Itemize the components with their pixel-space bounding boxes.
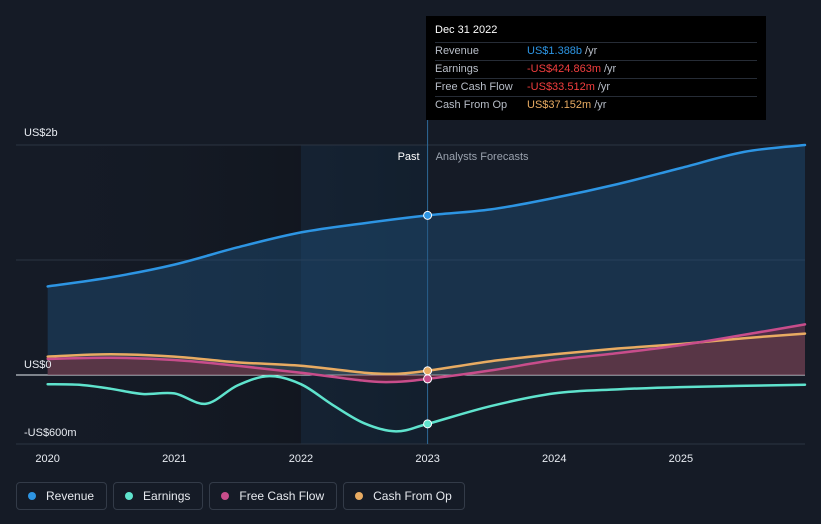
revenue-marker [423,210,433,220]
cash-from-op-line [46,332,807,376]
y-tick-label: US$2b [24,127,58,139]
legend-dot-icon [28,492,36,500]
x-tick-label: 2023 [415,453,439,465]
tooltip-label: Revenue [435,45,480,57]
tooltip-unit: /yr [594,99,607,111]
tooltip-row-cash-from-op: Cash From Op US$37.152m /yr [435,96,757,114]
legend-label: Cash From Op [373,489,452,503]
cash-from-op-marker [423,366,433,376]
tooltip-row-free-cash-flow: Free Cash Flow -US$33.512m /yr [435,78,757,96]
legend: Revenue Earnings Free Cash Flow Cash Fro… [16,482,465,510]
earnings-line [46,374,807,433]
legend-label: Free Cash Flow [239,489,325,503]
forecast-label: Analysts Forecasts [436,151,529,163]
past-region-shade [16,145,428,444]
tooltip-value: -US$33.512m [527,81,595,93]
legend-dot-icon [125,492,134,500]
hover-highlight-band [300,145,428,444]
legend-dot-icon [355,492,364,500]
x-tick-label: 2022 [289,453,313,465]
past-label: Past [398,151,420,163]
tooltip-date: Dec 31 2022 [435,24,498,36]
legend-item-earnings[interactable]: Earnings [113,482,204,510]
tooltip-unit: /yr [585,45,598,57]
tooltip-label: Earnings [435,63,479,75]
legend-label: Earnings [143,489,191,503]
free-cash-flow-marker [423,374,433,384]
tooltip-unit: /yr [597,81,611,93]
y-tick-label: US$0 [24,359,52,371]
legend-item-revenue[interactable]: Revenue [16,482,108,510]
revenue-area [47,145,805,375]
tooltip-label: Cash From Op [435,99,508,111]
x-tick-label: 2024 [542,453,566,465]
legend-label: Revenue [46,489,95,503]
tooltip: Dec 31 2022 Revenue US$1.388b /yr Earnin… [426,16,766,120]
tooltip-row-earnings: Earnings -US$424.863m /yr [435,60,757,78]
free-cash-flow-area [47,324,805,383]
tooltip-value: -US$424.863m [527,63,601,75]
tooltip-row-revenue: Revenue US$1.388b /yr [435,42,757,60]
earnings-marker [423,419,433,429]
tooltip-value: US$1.388b [527,45,583,57]
y-tick-label: -US$600m [24,427,77,439]
legend-item-cash-from-op[interactable]: Cash From Op [343,482,465,510]
tooltip-unit: /yr [604,63,617,75]
legend-item-free-cash-flow[interactable]: Free Cash Flow [209,482,338,510]
x-tick-label: 2020 [35,453,59,465]
tooltip-value: US$37.152m [527,99,592,111]
tooltip-label: Free Cash Flow [435,81,513,93]
free-cash-flow-line [46,323,807,384]
legend-dot-icon [221,492,230,500]
x-tick-label: 2025 [669,453,693,465]
x-tick-label: 2021 [162,453,186,465]
